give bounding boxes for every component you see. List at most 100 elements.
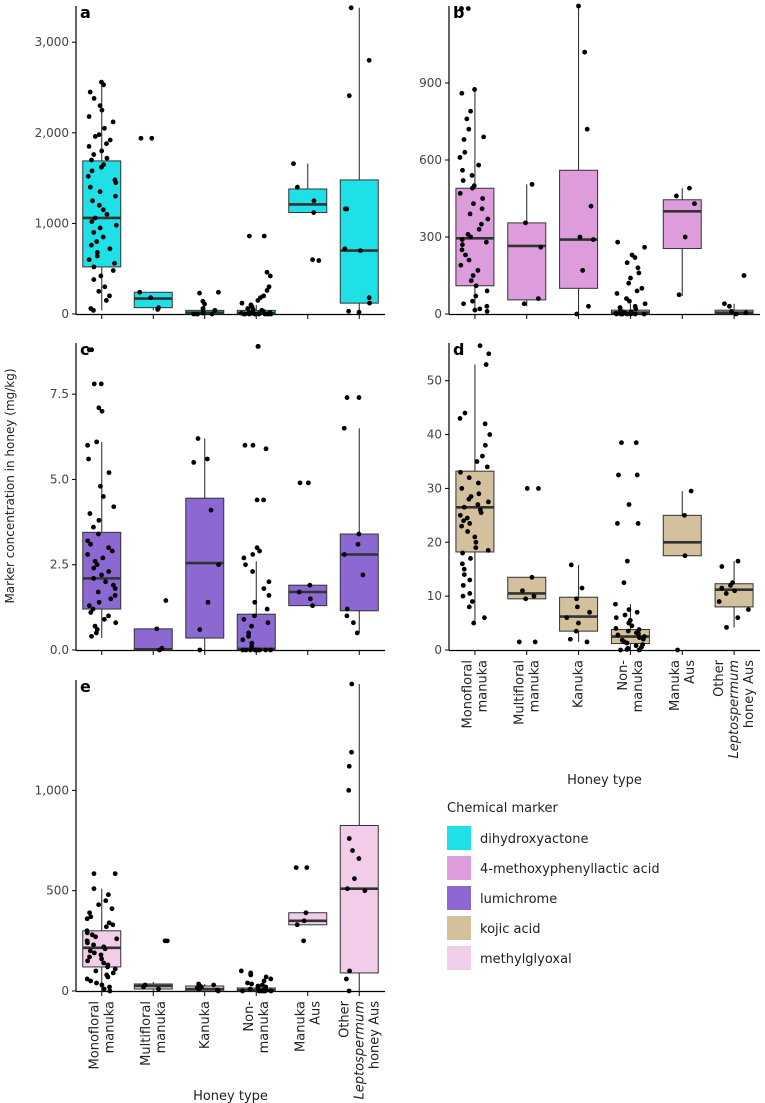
- y-tick-label: 2.5: [50, 558, 69, 572]
- data-point: [113, 222, 119, 228]
- data-point: [94, 980, 99, 986]
- y-tick-label: 40: [427, 428, 442, 442]
- y-tick-label: 20: [427, 535, 442, 549]
- data-point: [105, 974, 111, 980]
- x-axis-title: Honey type: [567, 773, 642, 788]
- data-point: [110, 970, 116, 976]
- data-point: [459, 237, 465, 242]
- data-point: [294, 922, 300, 928]
- data-point: [473, 293, 479, 299]
- data-point: [263, 446, 269, 452]
- data-point: [307, 582, 313, 588]
- data-point: [586, 303, 591, 309]
- data-point: [536, 486, 541, 491]
- data-point: [267, 273, 273, 279]
- data-point: [257, 548, 262, 554]
- data-point: [250, 552, 256, 557]
- data-point: [346, 763, 352, 769]
- data-point: [85, 442, 90, 448]
- data-point: [343, 976, 349, 982]
- legend-label: lumichrome: [480, 892, 557, 907]
- data-point: [111, 504, 117, 510]
- data-point: [475, 480, 481, 486]
- data-point: [482, 442, 488, 448]
- data-point: [576, 3, 581, 9]
- data-point: [303, 910, 309, 916]
- data-point: [482, 421, 488, 427]
- data-point: [103, 579, 108, 585]
- data-point: [91, 264, 97, 270]
- data-point: [85, 538, 91, 544]
- data-point: [94, 253, 100, 259]
- data-point: [564, 615, 570, 621]
- data-point: [584, 639, 590, 645]
- data-point: [249, 623, 254, 629]
- data-point: [113, 193, 118, 199]
- data-point: [467, 591, 473, 596]
- data-point: [110, 922, 116, 928]
- box-c-1: [133, 628, 173, 651]
- data-point: [460, 593, 466, 599]
- box-c-5: [339, 533, 379, 612]
- data-point: [729, 309, 734, 314]
- data-point: [96, 902, 102, 908]
- data-point: [297, 480, 303, 486]
- data-point: [475, 502, 481, 507]
- box-a-4: [288, 188, 328, 214]
- data-point: [346, 988, 352, 994]
- legend-label: methylglyoxal: [480, 952, 572, 967]
- data-point: [96, 517, 102, 523]
- data-point: [675, 647, 681, 653]
- panel-label-c: c: [80, 340, 89, 359]
- data-point: [483, 362, 489, 367]
- data-point: [521, 301, 527, 307]
- data-point: [523, 596, 529, 602]
- data-point: [477, 343, 483, 349]
- x-category-label: Multifloralmanuka: [512, 660, 542, 725]
- data-point: [613, 601, 618, 607]
- data-point: [215, 988, 221, 994]
- data-point: [248, 972, 254, 978]
- data-point: [719, 585, 725, 591]
- data-point: [89, 219, 95, 225]
- data-point: [587, 609, 592, 615]
- data-point: [470, 298, 475, 304]
- data-point: [98, 381, 104, 387]
- data-point: [716, 599, 722, 604]
- data-point: [624, 260, 630, 266]
- data-point: [485, 547, 491, 553]
- data-point: [103, 298, 109, 303]
- data-point: [94, 250, 100, 255]
- data-point: [104, 155, 110, 161]
- data-point: [92, 215, 98, 221]
- data-point: [252, 311, 258, 317]
- y-tick-label: 10: [427, 589, 442, 603]
- data-point: [635, 521, 641, 526]
- legend-label: kojic acid: [480, 922, 541, 937]
- data-point: [618, 647, 623, 653]
- data-point: [86, 456, 91, 462]
- box-d-2: [559, 596, 599, 632]
- data-point: [204, 456, 210, 462]
- y-tick-label: 0: [61, 307, 69, 321]
- data-point: [98, 273, 104, 279]
- panel-d: 0 10 20 30 40 50 d: [427, 340, 760, 657]
- data-point: [460, 582, 466, 588]
- legend-swatch: [447, 856, 471, 880]
- data-point: [104, 141, 109, 147]
- data-point: [459, 523, 465, 529]
- data-point: [344, 613, 350, 619]
- data-point: [469, 599, 475, 604]
- data-point: [479, 221, 484, 227]
- data-point: [268, 647, 273, 653]
- x-category-label: Kanuka: [198, 1001, 213, 1049]
- y-tick-label: 600: [419, 153, 442, 167]
- data-point: [114, 936, 120, 942]
- data-point: [91, 950, 97, 956]
- data-point: [85, 940, 90, 946]
- data-point: [516, 639, 522, 645]
- data-point: [614, 311, 619, 317]
- data-point: [574, 311, 580, 317]
- data-point: [97, 103, 103, 109]
